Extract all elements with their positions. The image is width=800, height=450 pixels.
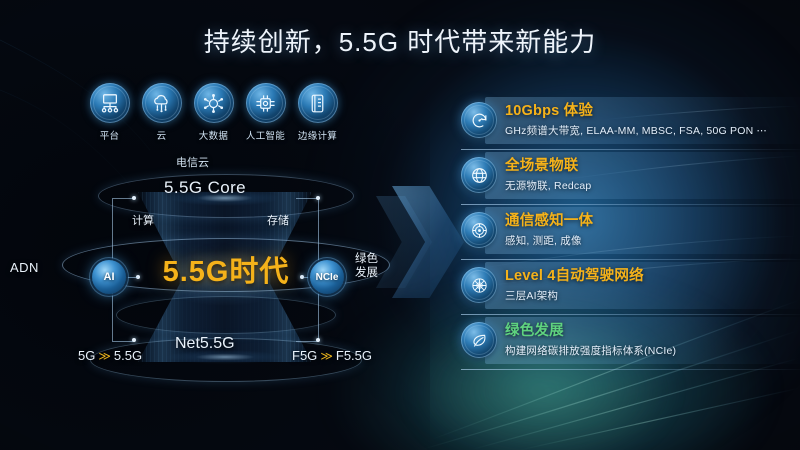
top-icon-ai[interactable]: 人工智能 <box>244 83 287 142</box>
feature-text: 全场景物联 无源物联, Redcap <box>505 154 591 193</box>
top-icon-label: 大数据 <box>198 131 229 142</box>
era-headline: 5.5G时代 <box>162 256 290 288</box>
page-title: 持续创新，5.5G 时代带来新能力 <box>203 27 597 57</box>
connector-line-left <box>126 277 138 278</box>
chevron-right-icon: ≫ <box>98 349 111 363</box>
ncie-badge[interactable]: NCIe <box>310 260 344 294</box>
big-data-icon <box>193 83 234 123</box>
storage-label: 存储 <box>267 215 289 227</box>
capability-list: 10Gbps 体验 GHz频谱大带宽, ELAA-MM, MBSC, FSA, … <box>455 95 800 370</box>
core-label: 5.5G Core <box>164 178 247 197</box>
green-label-line1: 绿色 <box>355 253 378 265</box>
feature-divider <box>461 259 800 260</box>
top-icon-edge-computing[interactable]: 边缘计算 <box>296 83 339 142</box>
orbit-ring-bottom <box>90 338 362 382</box>
feature-text: Level 4自动驾驶网络 三层AI架构 <box>505 264 644 303</box>
core-architecture-diagram: 电信云 5.5G Core 计算 存储 Net5.5G ADN 绿色 发展 5.… <box>10 150 390 385</box>
feature-subtitle: 三层AI架构 <box>505 290 559 302</box>
feature-title: 绿色发展 <box>505 323 564 339</box>
evolution-from-f5g: F5G <box>292 348 318 363</box>
evolution-from-5g: 5G <box>78 348 96 363</box>
feature-subtitle: 感知, 测距, 成像 <box>505 235 582 247</box>
feature-text: 绿色发展 构建网络碳排放强度指标体系(NCIe) <box>505 319 676 358</box>
top-icon-label: 平台 <box>99 131 120 142</box>
feature-title: Level 4自动驾驶网络 <box>505 268 644 284</box>
evolution-label-mobile: 5G ≫ 5.5G <box>78 348 142 363</box>
feature-divider <box>461 314 800 315</box>
feature-bar <box>485 317 800 364</box>
feature-divider <box>461 204 800 205</box>
feature-subtitle: 构建网络碳排放强度指标体系(NCIe) <box>505 345 677 357</box>
top-icon-platform[interactable]: 平台 <box>88 83 131 142</box>
feature-title: 全场景物联 <box>505 158 579 174</box>
feature-title: 通信感知一体 <box>505 213 594 229</box>
feature-bar <box>485 207 800 254</box>
speed-gauge-icon <box>461 102 497 138</box>
adn-label: ADN <box>10 260 39 275</box>
ai-chip-icon <box>245 83 286 123</box>
bracket-dot-bottom-right <box>316 338 320 342</box>
feature-title: 10Gbps 体验 <box>505 103 594 119</box>
connector-dot-left <box>136 275 140 279</box>
orbit-ring-lower <box>116 296 336 334</box>
evolution-labels-row: 5G ≫ 5.5G F5G ≫ F5.5G <box>60 348 390 363</box>
feature-divider <box>461 369 800 370</box>
feature-bar <box>485 262 800 309</box>
bracket-dot-top-left <box>132 196 136 200</box>
feature-subtitle: GHz频谱大带宽, ELAA-MM, MBSC, FSA, 50G PON ⋯ <box>505 125 768 137</box>
feature-divider <box>461 149 800 150</box>
bracket-dot-top-right <box>316 196 320 200</box>
telecom-cloud-label: 电信云 <box>176 157 209 169</box>
feature-text: 通信感知一体 感知, 测距, 成像 <box>505 209 593 248</box>
orbit-ring-middle <box>62 238 390 292</box>
net-label: Net5.5G <box>175 335 235 352</box>
orbit-ring-top <box>98 174 354 218</box>
feature-bar <box>485 97 800 144</box>
compute-label: 计算 <box>132 215 154 227</box>
evolution-to-55g: 5.5G <box>113 348 143 363</box>
sensing-radar-icon <box>461 212 497 248</box>
leaf-icon <box>461 322 497 358</box>
ncie-badge-label: NCIe <box>315 271 339 283</box>
list-item[interactable]: Level 4自动驾驶网络 三层AI架构 <box>455 260 800 315</box>
top-icon-label: 云 <box>156 131 167 142</box>
ai-badge-label: AI <box>103 271 115 283</box>
iot-network-icon <box>461 157 497 193</box>
ai-badge[interactable]: AI <box>92 260 126 294</box>
capability-icon-row: 平台 云 <box>88 83 339 142</box>
feature-bar <box>485 152 800 199</box>
top-icon-big-data[interactable]: 大数据 <box>192 83 235 142</box>
platform-icon <box>89 83 130 123</box>
bracket-dot-bottom-left <box>132 338 136 342</box>
list-item[interactable]: 全场景物联 无源物联, Redcap <box>455 150 800 205</box>
green-development-side-label: 绿色 发展 <box>355 252 378 280</box>
edge-computing-icon <box>297 83 338 123</box>
autonomous-network-icon <box>461 267 497 303</box>
list-item[interactable]: 绿色发展 构建网络碳排放强度指标体系(NCIe) <box>455 315 800 370</box>
top-icon-label: 人工智能 <box>245 131 286 142</box>
top-icon-label: 边缘计算 <box>297 131 338 142</box>
top-icon-cloud[interactable]: 云 <box>140 83 183 142</box>
chevron-right-icon: ≫ <box>320 349 333 363</box>
connector-dot-right <box>300 275 304 279</box>
list-item[interactable]: 10Gbps 体验 GHz频谱大带宽, ELAA-MM, MBSC, FSA, … <box>455 95 800 150</box>
feature-subtitle: 无源物联, Redcap <box>505 180 592 192</box>
green-label-line2: 发展 <box>355 267 378 279</box>
cloud-icon <box>141 83 182 123</box>
evolution-to-f55g: F5.5G <box>335 348 372 363</box>
evolution-label-fixed: F5G ≫ F5.5G <box>292 348 372 363</box>
list-item[interactable]: 通信感知一体 感知, 测距, 成像 <box>455 205 800 260</box>
feature-text: 10Gbps 体验 GHz频谱大带宽, ELAA-MM, MBSC, FSA, … <box>505 99 767 138</box>
